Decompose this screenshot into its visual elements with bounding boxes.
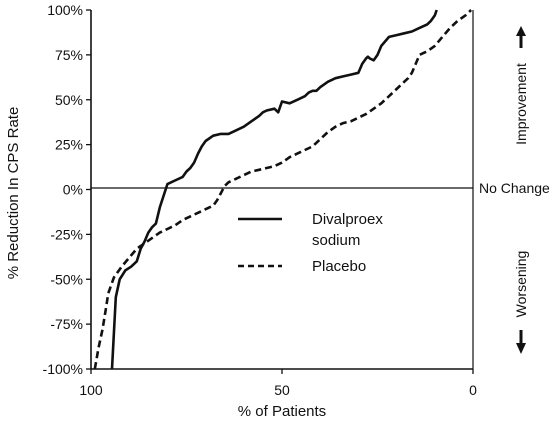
y-tick-label: -25% [50, 226, 83, 242]
y-ticks: 100% 75% 50% 25% 0% -25% -50% -75% -100% [43, 2, 91, 377]
series-layer [93, 9, 472, 370]
y-tick-label: 0% [63, 182, 83, 198]
y-tick-label: 100% [47, 2, 83, 18]
up-arrow-icon [516, 26, 526, 36]
legend-label-divalproex-line2: sodium [312, 232, 360, 249]
down-arrow-shaft-icon [519, 330, 523, 343]
series-line-divalproex [110, 9, 438, 370]
y-tick-label: -100% [43, 361, 83, 377]
y-tick-label: 25% [55, 137, 83, 153]
y-tick-label: 50% [55, 92, 83, 108]
worsening-indicator: Worsening [513, 251, 529, 354]
down-arrow-icon [516, 343, 526, 354]
legend: Divalproex sodium Placebo [238, 211, 383, 275]
x-axis-title: % of Patients [238, 403, 326, 420]
legend-label-divalproex-line1: Divalproex [312, 211, 383, 228]
improvement-indicator: Improvement [513, 26, 529, 145]
up-arrow-shaft-icon [519, 36, 523, 48]
y-tick-label: -50% [50, 271, 83, 287]
y-tick-label: 75% [55, 47, 83, 63]
legend-label-placebo: Placebo [312, 258, 366, 275]
x-tick-label: 50 [274, 382, 290, 398]
improvement-label: Improvement [513, 63, 529, 145]
x-ticks: 100 50 0 [79, 369, 477, 398]
y-axis-title: % Reduction In CPS Rate [5, 107, 22, 280]
y-tick-label: -75% [50, 316, 83, 332]
worsening-label: Worsening [513, 251, 529, 318]
no-change-label: No Change [479, 180, 550, 196]
series-line-placebo [93, 9, 472, 370]
x-tick-label: 100 [79, 382, 103, 398]
x-tick-label: 0 [469, 382, 477, 398]
